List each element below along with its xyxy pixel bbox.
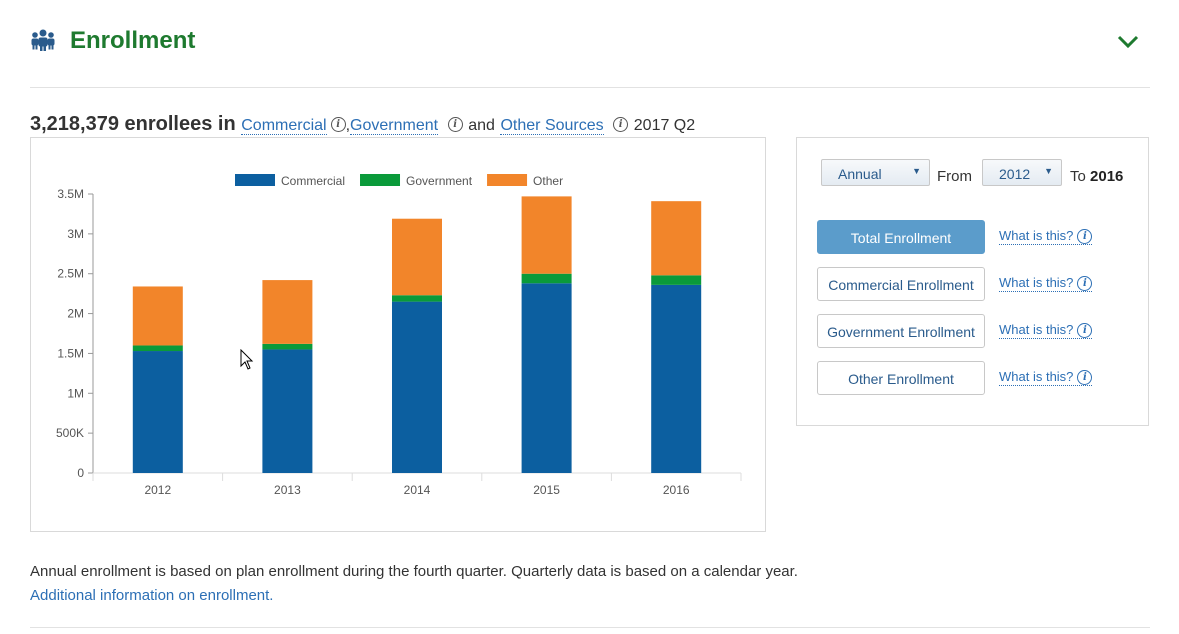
and-text: and bbox=[468, 117, 495, 134]
government-enrollment-button[interactable]: Government Enrollment bbox=[817, 314, 985, 348]
footnote: Annual enrollment is based on plan enrol… bbox=[30, 563, 798, 580]
x-tick-label: 2012 bbox=[144, 483, 171, 497]
info-icon[interactable]: i bbox=[613, 117, 629, 133]
people-icon bbox=[31, 29, 55, 51]
legend-label: Commercial bbox=[281, 174, 345, 188]
bar-other-2015 bbox=[521, 196, 572, 274]
bar-commercial-2014 bbox=[392, 301, 442, 473]
x-tick-label: 2015 bbox=[533, 483, 560, 497]
x-tick-label: 2014 bbox=[404, 483, 431, 497]
enrollee-count: 3,218,379 enrollees in bbox=[30, 113, 236, 135]
y-tick-label: 0 bbox=[77, 466, 84, 480]
y-tick-label: 3.5M bbox=[57, 187, 84, 201]
help-link[interactable]: What is this? i bbox=[999, 228, 1093, 246]
info-icon[interactable]: i bbox=[447, 117, 463, 133]
chevron-down-icon[interactable] bbox=[1116, 30, 1140, 54]
commercial-link[interactable]: Commercial bbox=[241, 117, 327, 135]
legend-label: Government bbox=[406, 174, 473, 188]
bar-government-2016 bbox=[651, 275, 702, 285]
bar-other-2016 bbox=[651, 201, 702, 276]
legend-label: Other bbox=[533, 174, 563, 188]
period-select[interactable]: Annual ▼ bbox=[821, 159, 930, 186]
bar-government-2015 bbox=[521, 273, 572, 284]
to-label: To 2016 bbox=[1070, 168, 1124, 185]
other-sources-link[interactable]: Other Sources bbox=[500, 117, 604, 135]
info-icon: i bbox=[1077, 229, 1093, 245]
info-icon[interactable]: i bbox=[330, 117, 346, 133]
period-select-value: Annual bbox=[838, 166, 882, 182]
from-year-value: 2012 bbox=[999, 166, 1031, 182]
bar-government-2012 bbox=[132, 345, 183, 352]
y-tick-label: 2M bbox=[67, 307, 84, 321]
y-tick-label: 3M bbox=[67, 227, 84, 241]
info-icon: i bbox=[1077, 276, 1093, 292]
help-link[interactable]: What is this? i bbox=[999, 322, 1093, 340]
help-link[interactable]: What is this? i bbox=[999, 369, 1093, 387]
caret-down-icon: ▼ bbox=[1044, 166, 1053, 176]
bar-commercial-2016 bbox=[651, 284, 702, 473]
from-year-select[interactable]: 2012 ▼ bbox=[982, 159, 1062, 186]
from-label: From bbox=[937, 168, 972, 185]
caret-down-icon: ▼ bbox=[912, 166, 921, 176]
legend-swatch bbox=[360, 174, 401, 186]
bar-commercial-2015 bbox=[521, 283, 572, 473]
bar-government-2014 bbox=[392, 295, 442, 302]
info-icon: i bbox=[1077, 323, 1093, 339]
section-title: Enrollment bbox=[70, 27, 196, 54]
chart-svg: 0 500K 1M 1.5M 2M 2.5M 3M 3.5M 2012 2013 2014 2015 2… bbox=[56, 174, 742, 497]
total-enrollment-button[interactable]: Total Enrollment bbox=[817, 220, 985, 254]
mouse-cursor-icon bbox=[240, 349, 254, 370]
additional-info-link[interactable]: Additional information on enrollment. bbox=[30, 587, 274, 604]
bar-other-2012 bbox=[132, 286, 183, 346]
other-enrollment-button[interactable]: Other Enrollment bbox=[817, 361, 985, 395]
bar-government-2013 bbox=[262, 343, 313, 350]
to-year-value: 2016 bbox=[1090, 168, 1124, 185]
separator: , bbox=[345, 117, 351, 134]
bar-other-2014 bbox=[392, 218, 442, 296]
enrollment-summary: 3,218,379 enrollees in Commercial i ,Gover… bbox=[30, 113, 695, 136]
government-link[interactable]: Government bbox=[350, 117, 439, 135]
legend-swatch bbox=[487, 174, 528, 186]
y-tick-label: 500K bbox=[56, 426, 84, 440]
y-tick-label: 2.5M bbox=[57, 267, 84, 281]
chart-controls: Annual ▼ From 2012 ▼ To 2016 Total Enrol… bbox=[796, 137, 1149, 426]
commercial-enrollment-button[interactable]: Commercial Enrollment bbox=[817, 267, 985, 301]
legend-swatch bbox=[235, 174, 275, 186]
divider bbox=[30, 87, 1150, 88]
section-header[interactable]: Enrollment bbox=[30, 22, 1150, 62]
bar-commercial-2012 bbox=[132, 351, 183, 473]
enrollment-chart: 0 500K 1M 1.5M 2M 2.5M 3M 3.5M 2012 2013 2014 2015 2… bbox=[30, 137, 766, 532]
bar-commercial-2013 bbox=[262, 349, 313, 473]
y-tick-label: 1.5M bbox=[57, 346, 84, 360]
divider bbox=[30, 627, 1150, 628]
info-icon: i bbox=[1077, 370, 1093, 386]
help-link[interactable]: What is this? i bbox=[999, 275, 1093, 293]
x-tick-label: 2016 bbox=[663, 483, 690, 497]
bar-other-2013 bbox=[262, 280, 313, 344]
period-text: 2017 Q2 bbox=[633, 117, 696, 134]
y-tick-label: 1M bbox=[67, 386, 84, 400]
x-tick-label: 2013 bbox=[274, 483, 301, 497]
